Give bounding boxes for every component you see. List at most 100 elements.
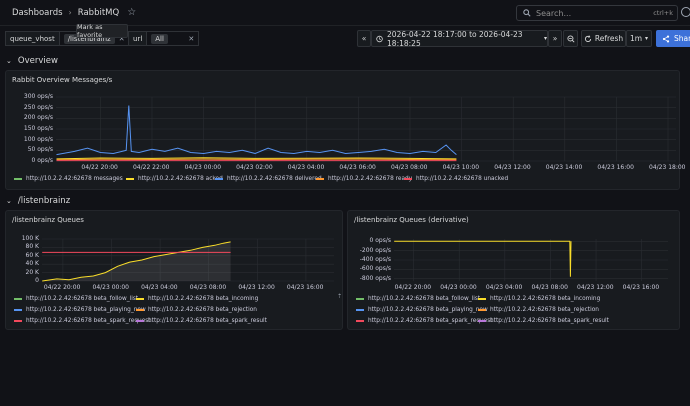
y-tick-label: 50 ops/s <box>27 146 53 154</box>
y-tick-label: 40 K <box>25 260 39 268</box>
x-tick-label: 04/23 04:00 <box>287 164 325 171</box>
y-tick-label: -800 ops/s <box>359 274 391 282</box>
legend-item[interactable]: http://10.2.2.42:62678 beta_spark_result <box>478 318 609 324</box>
x-tick-label: 04/23 02:00 <box>236 164 273 171</box>
legend-item[interactable]: http://10.2.2.42:62678 delivered <box>215 176 322 182</box>
breadcrumb-dashboards[interactable]: Dashboards <box>12 7 63 18</box>
legend-swatch <box>478 309 486 311</box>
search-shortcut: ctrl+k <box>653 9 673 17</box>
derivative-chart[interactable] <box>394 239 668 281</box>
legend-swatch <box>14 298 22 300</box>
legend-swatch <box>316 178 324 180</box>
panel-derivative: /listenbrainz Queues (derivative) -800 o… <box>347 210 680 330</box>
legend-label: http://10.2.2.42:62678 beta_incoming <box>490 296 601 302</box>
y-tick-label: 0 <box>35 277 39 284</box>
legend-item[interactable]: http://10.2.2.42:62678 ready <box>316 176 412 182</box>
legend-swatch <box>478 298 486 300</box>
legend-label: http://10.2.2.42:62678 delivered <box>227 176 322 182</box>
legend-swatch <box>356 320 364 322</box>
row-listenbrainz[interactable]: ⌄ /listenbrainz <box>6 196 70 206</box>
legend-label: http://10.2.2.42:62678 beta_follow_list <box>26 296 139 302</box>
legend-item[interactable]: http://10.2.2.42:62678 beta_incoming <box>136 296 258 302</box>
legend-label: http://10.2.2.42:62678 beta_follow_list <box>368 296 481 302</box>
row-title: /listenbrainz <box>17 196 71 206</box>
legend-label: http://10.2.2.42:62678 messages <box>26 176 123 182</box>
x-tick-label: 04/23 06:00 <box>339 164 376 171</box>
variable-chip: /listenbrainz <box>63 33 115 44</box>
y-tick-label: 100 K <box>21 235 39 242</box>
legend-item[interactable]: http://10.2.2.42:62678 beta_follow_list <box>14 296 138 302</box>
overview-chart[interactable] <box>56 96 676 162</box>
y-tick-label: 80 K <box>25 243 39 251</box>
legend-item[interactable]: http://10.2.2.42:62678 beta_spark_reques… <box>356 318 493 324</box>
legend-item[interactable]: http://10.2.2.42:62678 beta_follow_list <box>356 296 480 302</box>
series-line <box>394 240 572 277</box>
legend-item[interactable]: http://10.2.2.42:62678 acked <box>126 176 223 182</box>
legend-label: http://10.2.2.42:62678 beta_incoming <box>148 296 259 302</box>
time-range-label: 2026-04-22 18:17:00 to 2026-04-23 18:18:… <box>387 29 523 48</box>
search-input[interactable]: Search... ctrl+k <box>516 5 678 21</box>
legend-item[interactable]: http://10.2.2.42:62678 beta_spark_reques… <box>14 318 151 324</box>
favorite-tooltip: Mark as favorite <box>76 23 128 39</box>
legend-item[interactable]: http://10.2.2.42:62678 beta_rejection <box>478 307 599 313</box>
legend-label: http://10.2.2.42:62678 beta_spark_result <box>490 318 609 324</box>
legend-item[interactable]: http://10.2.2.42:62678 beta_playing_now <box>14 307 146 313</box>
legend-swatch <box>478 320 486 322</box>
chevron-down-icon: ⌄ <box>6 57 12 65</box>
x-tick-label: 04/22 20:00 <box>81 164 118 171</box>
variable-select[interactable]: All ✕ <box>147 31 200 46</box>
variable-chip: All <box>151 33 168 44</box>
legend-label: http://10.2.2.42:62678 acked <box>138 176 223 182</box>
refresh-icon <box>584 34 591 42</box>
chevron-down-icon: ▾ <box>645 35 649 42</box>
legend-label: http://10.2.2.42:62678 beta_spark_reques… <box>368 318 493 324</box>
x-tick-label: 04/22 22:00 <box>132 164 170 171</box>
refresh-interval-select[interactable]: 1m ▾ <box>626 30 652 47</box>
x-tick-label: 04/23 16:00 <box>597 164 634 171</box>
star-icon[interactable]: ☆ <box>127 7 137 18</box>
share-icon <box>662 34 670 43</box>
variable-url: url All ✕ <box>128 31 200 46</box>
series-line <box>42 241 231 282</box>
queues-chart[interactable] <box>42 238 334 282</box>
legend-item[interactable]: http://10.2.2.42:62678 beta_playing_now <box>356 307 488 313</box>
x-tick-label: 04/23 04:00 <box>485 284 523 291</box>
close-icon[interactable]: ✕ <box>118 34 125 43</box>
legend-item[interactable]: http://10.2.2.42:62678 beta_rejection <box>136 307 257 313</box>
variable-label: queue_vhost <box>5 31 60 46</box>
zoom-out-icon <box>566 34 575 43</box>
share-button[interactable]: Share <box>656 30 690 47</box>
search-placeholder: Search... <box>536 8 572 18</box>
history-icon[interactable] <box>681 7 690 17</box>
x-tick-label: 04/23 08:00 <box>531 284 568 291</box>
legend-swatch <box>14 320 22 322</box>
chevron-right-icon: › <box>68 8 72 17</box>
x-tick-label: 04/23 12:00 <box>577 284 614 291</box>
legend-label: http://10.2.2.42:62678 ready <box>328 176 413 182</box>
x-tick-label: 04/23 08:00 <box>390 164 428 171</box>
time-range-picker[interactable]: 2026-04-22 18:17:00 to 2026-04-23 18:18:… <box>371 29 548 48</box>
x-tick-label: 04/22 20:00 <box>43 284 81 291</box>
legend-scroll-icon[interactable]: ⇡ <box>337 293 343 300</box>
legend-item[interactable]: http://10.2.2.42:62678 beta_incoming <box>478 296 600 302</box>
refresh-button[interactable]: Refresh <box>581 30 626 47</box>
panel-title: /listenbrainz Queues <box>12 216 84 224</box>
legend-label: http://10.2.2.42:62678 beta_playing_now <box>26 307 146 313</box>
chevron-down-icon: ⌄ <box>6 197 12 205</box>
time-forward-button[interactable]: » <box>548 30 562 47</box>
legend-item[interactable]: http://10.2.2.42:62678 unacked <box>404 176 508 182</box>
row-overview[interactable]: ⌄ Overview <box>6 56 58 66</box>
x-tick-label: 04/23 14:00 <box>545 164 583 171</box>
series-line <box>56 105 457 156</box>
legend-swatch <box>136 320 144 322</box>
panel-title: Rabbit Overview Messages/s <box>12 76 113 84</box>
close-icon[interactable]: ✕ <box>188 34 195 43</box>
zoom-out-button[interactable] <box>563 30 578 47</box>
time-back-button[interactable]: « <box>357 30 371 47</box>
y-tick-label: 100 ops/s <box>23 135 53 143</box>
x-tick-label: 04/23 10:00 <box>442 164 480 171</box>
legend-item[interactable]: http://10.2.2.42:62678 beta_spark_result <box>136 318 267 324</box>
refresh-label: Refresh <box>594 34 624 43</box>
legend-item[interactable]: http://10.2.2.42:62678 messages <box>14 176 123 182</box>
search-icon <box>523 9 531 17</box>
